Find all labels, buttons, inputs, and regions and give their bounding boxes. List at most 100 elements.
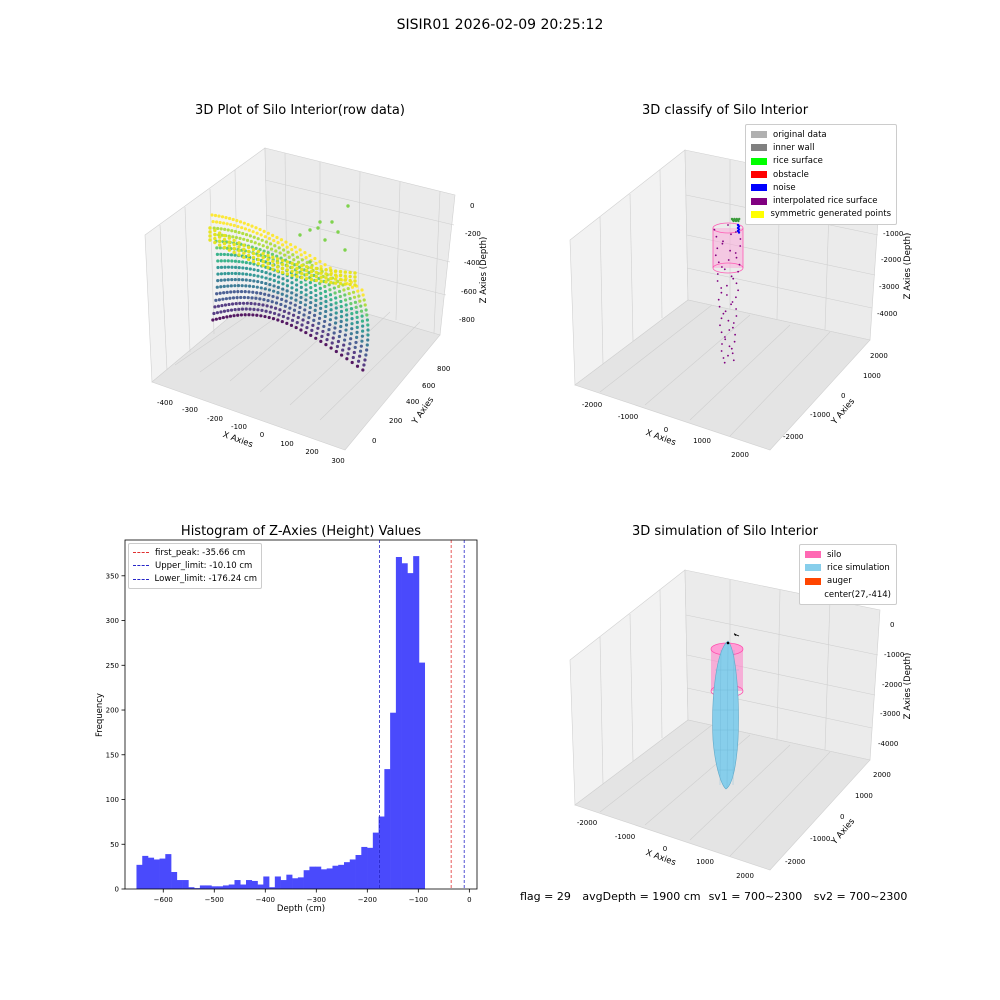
avg-depth-text: avgDepth = 1900 cm [582, 890, 701, 903]
data-point [319, 275, 323, 279]
panel1-point-cloud [208, 204, 370, 372]
data-point [226, 252, 230, 257]
data-point [285, 245, 289, 249]
data-point [280, 243, 285, 247]
data-point [345, 318, 349, 322]
data-point [337, 334, 341, 339]
tick-label: -1000 [884, 651, 904, 659]
tick-label: -4000 [878, 740, 898, 748]
data-point [222, 245, 227, 250]
data-point [314, 336, 318, 340]
tick-label: 1000 [863, 372, 881, 380]
data-point [359, 344, 363, 348]
data-point [287, 255, 291, 259]
data-point [353, 283, 357, 287]
data-point [287, 311, 291, 315]
data-point [226, 278, 230, 282]
data-point [217, 231, 222, 235]
data-point [275, 235, 279, 240]
data-point [333, 291, 337, 295]
tick-label: 0 [663, 845, 667, 853]
data-point [280, 262, 285, 267]
interpolated-point [722, 312, 725, 315]
histogram-bar [257, 884, 264, 889]
histogram-bar [338, 864, 345, 889]
data-point [244, 266, 249, 270]
data-point [259, 286, 263, 290]
data-point [352, 350, 356, 355]
data-point [246, 245, 251, 250]
data-point [279, 238, 284, 242]
data-point [291, 253, 295, 257]
data-point [223, 227, 227, 231]
data-point [318, 311, 322, 315]
data-point [329, 268, 333, 273]
data-point [349, 307, 354, 311]
data-point [294, 293, 298, 297]
data-point [318, 259, 322, 264]
histogram-bar [303, 870, 310, 889]
histogram-bar [199, 885, 206, 889]
data-point [283, 304, 287, 308]
interpolated-point [730, 347, 733, 350]
data-point [288, 306, 292, 310]
data-point [260, 275, 264, 279]
data-point [323, 263, 327, 267]
interpolated-point [717, 261, 720, 264]
data-point [360, 334, 364, 338]
data-point [230, 271, 234, 276]
data-point [233, 229, 238, 234]
data-point [328, 293, 333, 297]
data-point [312, 313, 317, 317]
data-point [238, 236, 242, 240]
data-point [359, 309, 364, 313]
interpolated-point [718, 305, 721, 308]
histogram-y-ticks: 0 50 100 150 200 250 300 350 [106, 572, 125, 894]
data-point [229, 253, 234, 257]
data-point [216, 304, 221, 308]
data-point [251, 251, 256, 256]
data-point [342, 288, 346, 292]
data-point [349, 332, 353, 336]
interpolated-point [727, 259, 730, 261]
data-point [332, 286, 336, 290]
interpolated-point [727, 354, 729, 357]
data-point [271, 263, 275, 267]
tick-label: -2000 [783, 433, 803, 441]
data-point [329, 276, 333, 281]
data-point [335, 344, 340, 349]
data-point [241, 231, 245, 236]
data-point [343, 282, 348, 286]
data-point [248, 278, 252, 283]
data-point [270, 252, 275, 256]
data-point [232, 238, 236, 243]
data-point [222, 252, 226, 257]
histogram-bar [205, 885, 212, 889]
data-point [343, 248, 347, 252]
data-point [334, 316, 338, 320]
legend-item: original data [751, 128, 891, 141]
data-point [348, 278, 352, 283]
data-point [257, 302, 261, 306]
panel4-rice-mesh [713, 644, 739, 789]
data-point [225, 315, 229, 319]
data-point [211, 219, 215, 224]
data-point [329, 303, 333, 307]
histogram-bar [286, 874, 293, 889]
data-point [299, 280, 303, 284]
data-point [258, 297, 262, 301]
panel2-3d-plot: -2000 -1000 0 1000 2000 -2000 -1000 0 10… [569, 149, 913, 459]
panel3-legend: first_peak: -35.66 cm Upper_limit: -10.1… [128, 543, 262, 589]
data-point [217, 298, 221, 302]
data-point [346, 204, 350, 208]
data-point [295, 255, 300, 259]
data-point [219, 310, 223, 314]
y-tick-label: 350 [106, 572, 119, 580]
interpolated-point [730, 275, 733, 278]
data-point [314, 261, 318, 266]
data-point [333, 281, 338, 285]
data-point [317, 316, 322, 320]
data-point [280, 270, 285, 275]
legend-swatch [751, 210, 765, 218]
tick-label: 0 [841, 392, 845, 400]
